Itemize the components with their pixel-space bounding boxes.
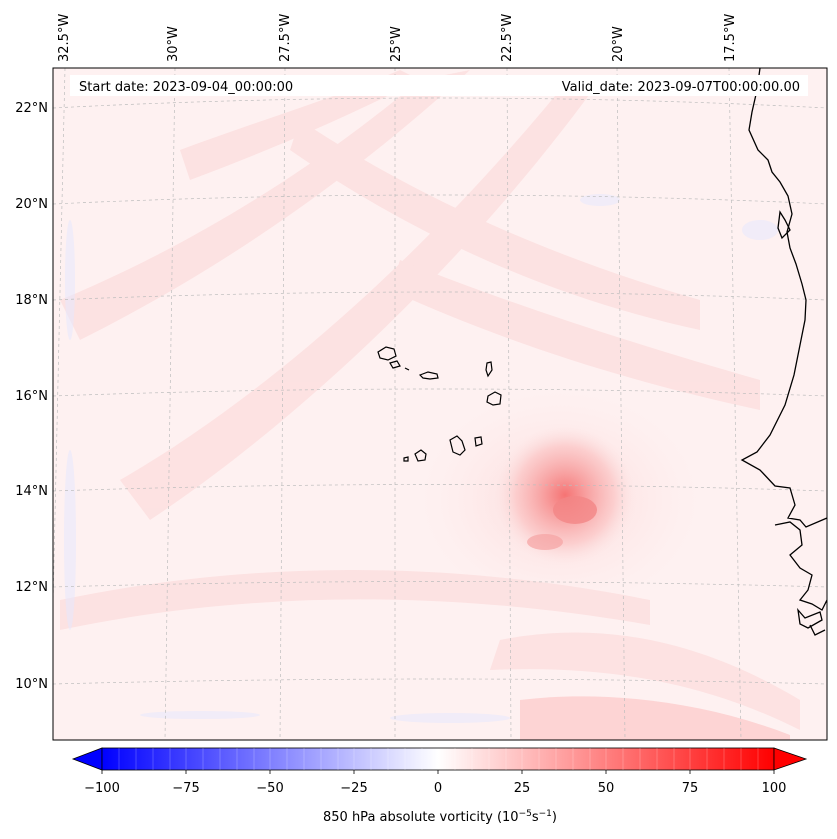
latitude-labels: 22°N 20°N 18°N 16°N 14°N 12°N 10°N <box>15 101 48 692</box>
colorbar-label: 850 hPa absolute vorticity (10−5s−1) <box>323 809 557 825</box>
lon-label: 17.5°W <box>723 14 738 62</box>
map-frame <box>52 67 828 741</box>
lon-label: 20°W <box>611 26 626 62</box>
colorbar: −100 −75 −50 −25 0 25 50 75 100 850 hPa … <box>71 747 808 825</box>
header-strip <box>70 75 808 96</box>
colorbar-label-exp2: −1 <box>539 809 552 819</box>
graticule <box>53 68 827 740</box>
colorbar-tick: −50 <box>256 781 283 796</box>
colorbar-label-main: 850 hPa absolute vorticity (10 <box>323 810 519 825</box>
valid-date-text: Valid_date: 2023-09-07T00:00:00.00 <box>562 80 800 95</box>
lon-label: 32.5°W <box>57 14 72 62</box>
colorbar-tick: −25 <box>340 781 367 796</box>
lat-label: 16°N <box>15 389 48 404</box>
cape-verde-islands <box>377 346 502 462</box>
lat-label: 20°N <box>15 197 48 212</box>
colorbar-tick: −75 <box>172 781 199 796</box>
lon-label: 30°W <box>166 26 181 62</box>
lon-label: 22.5°W <box>500 14 515 62</box>
colorbar-tick: 75 <box>682 781 699 796</box>
longitude-labels: 32.5°W 30°W 27.5°W 25°W 22.5°W 20°W 17.5… <box>57 14 738 62</box>
vorticity-field <box>53 68 827 740</box>
lat-label: 12°N <box>15 580 48 595</box>
colorbar-tick: 50 <box>598 781 615 796</box>
start-date-text: Start date: 2023-09-04_00:00:00 <box>79 80 293 95</box>
colorbar-tick: 100 <box>762 781 787 796</box>
colorbar-extend-low <box>71 747 103 771</box>
coastline <box>740 67 828 636</box>
colorbar-tick: 0 <box>434 781 442 796</box>
lat-label: 10°N <box>15 677 48 692</box>
colorbar-tick: −100 <box>84 781 120 796</box>
lat-label: 14°N <box>15 484 48 499</box>
lon-label: 25°W <box>389 26 404 62</box>
colorbar-tick: 25 <box>514 781 531 796</box>
lat-label: 22°N <box>15 101 48 116</box>
lon-label: 27.5°W <box>278 14 293 62</box>
colorbar-extend-high <box>773 747 808 771</box>
colorbar-label-exp1: −5 <box>519 809 532 819</box>
colorbar-label-unit: s <box>532 810 539 825</box>
colorbar-bands <box>118 748 759 770</box>
lat-label: 18°N <box>15 293 48 308</box>
colorbar-label-end: ) <box>552 810 557 825</box>
